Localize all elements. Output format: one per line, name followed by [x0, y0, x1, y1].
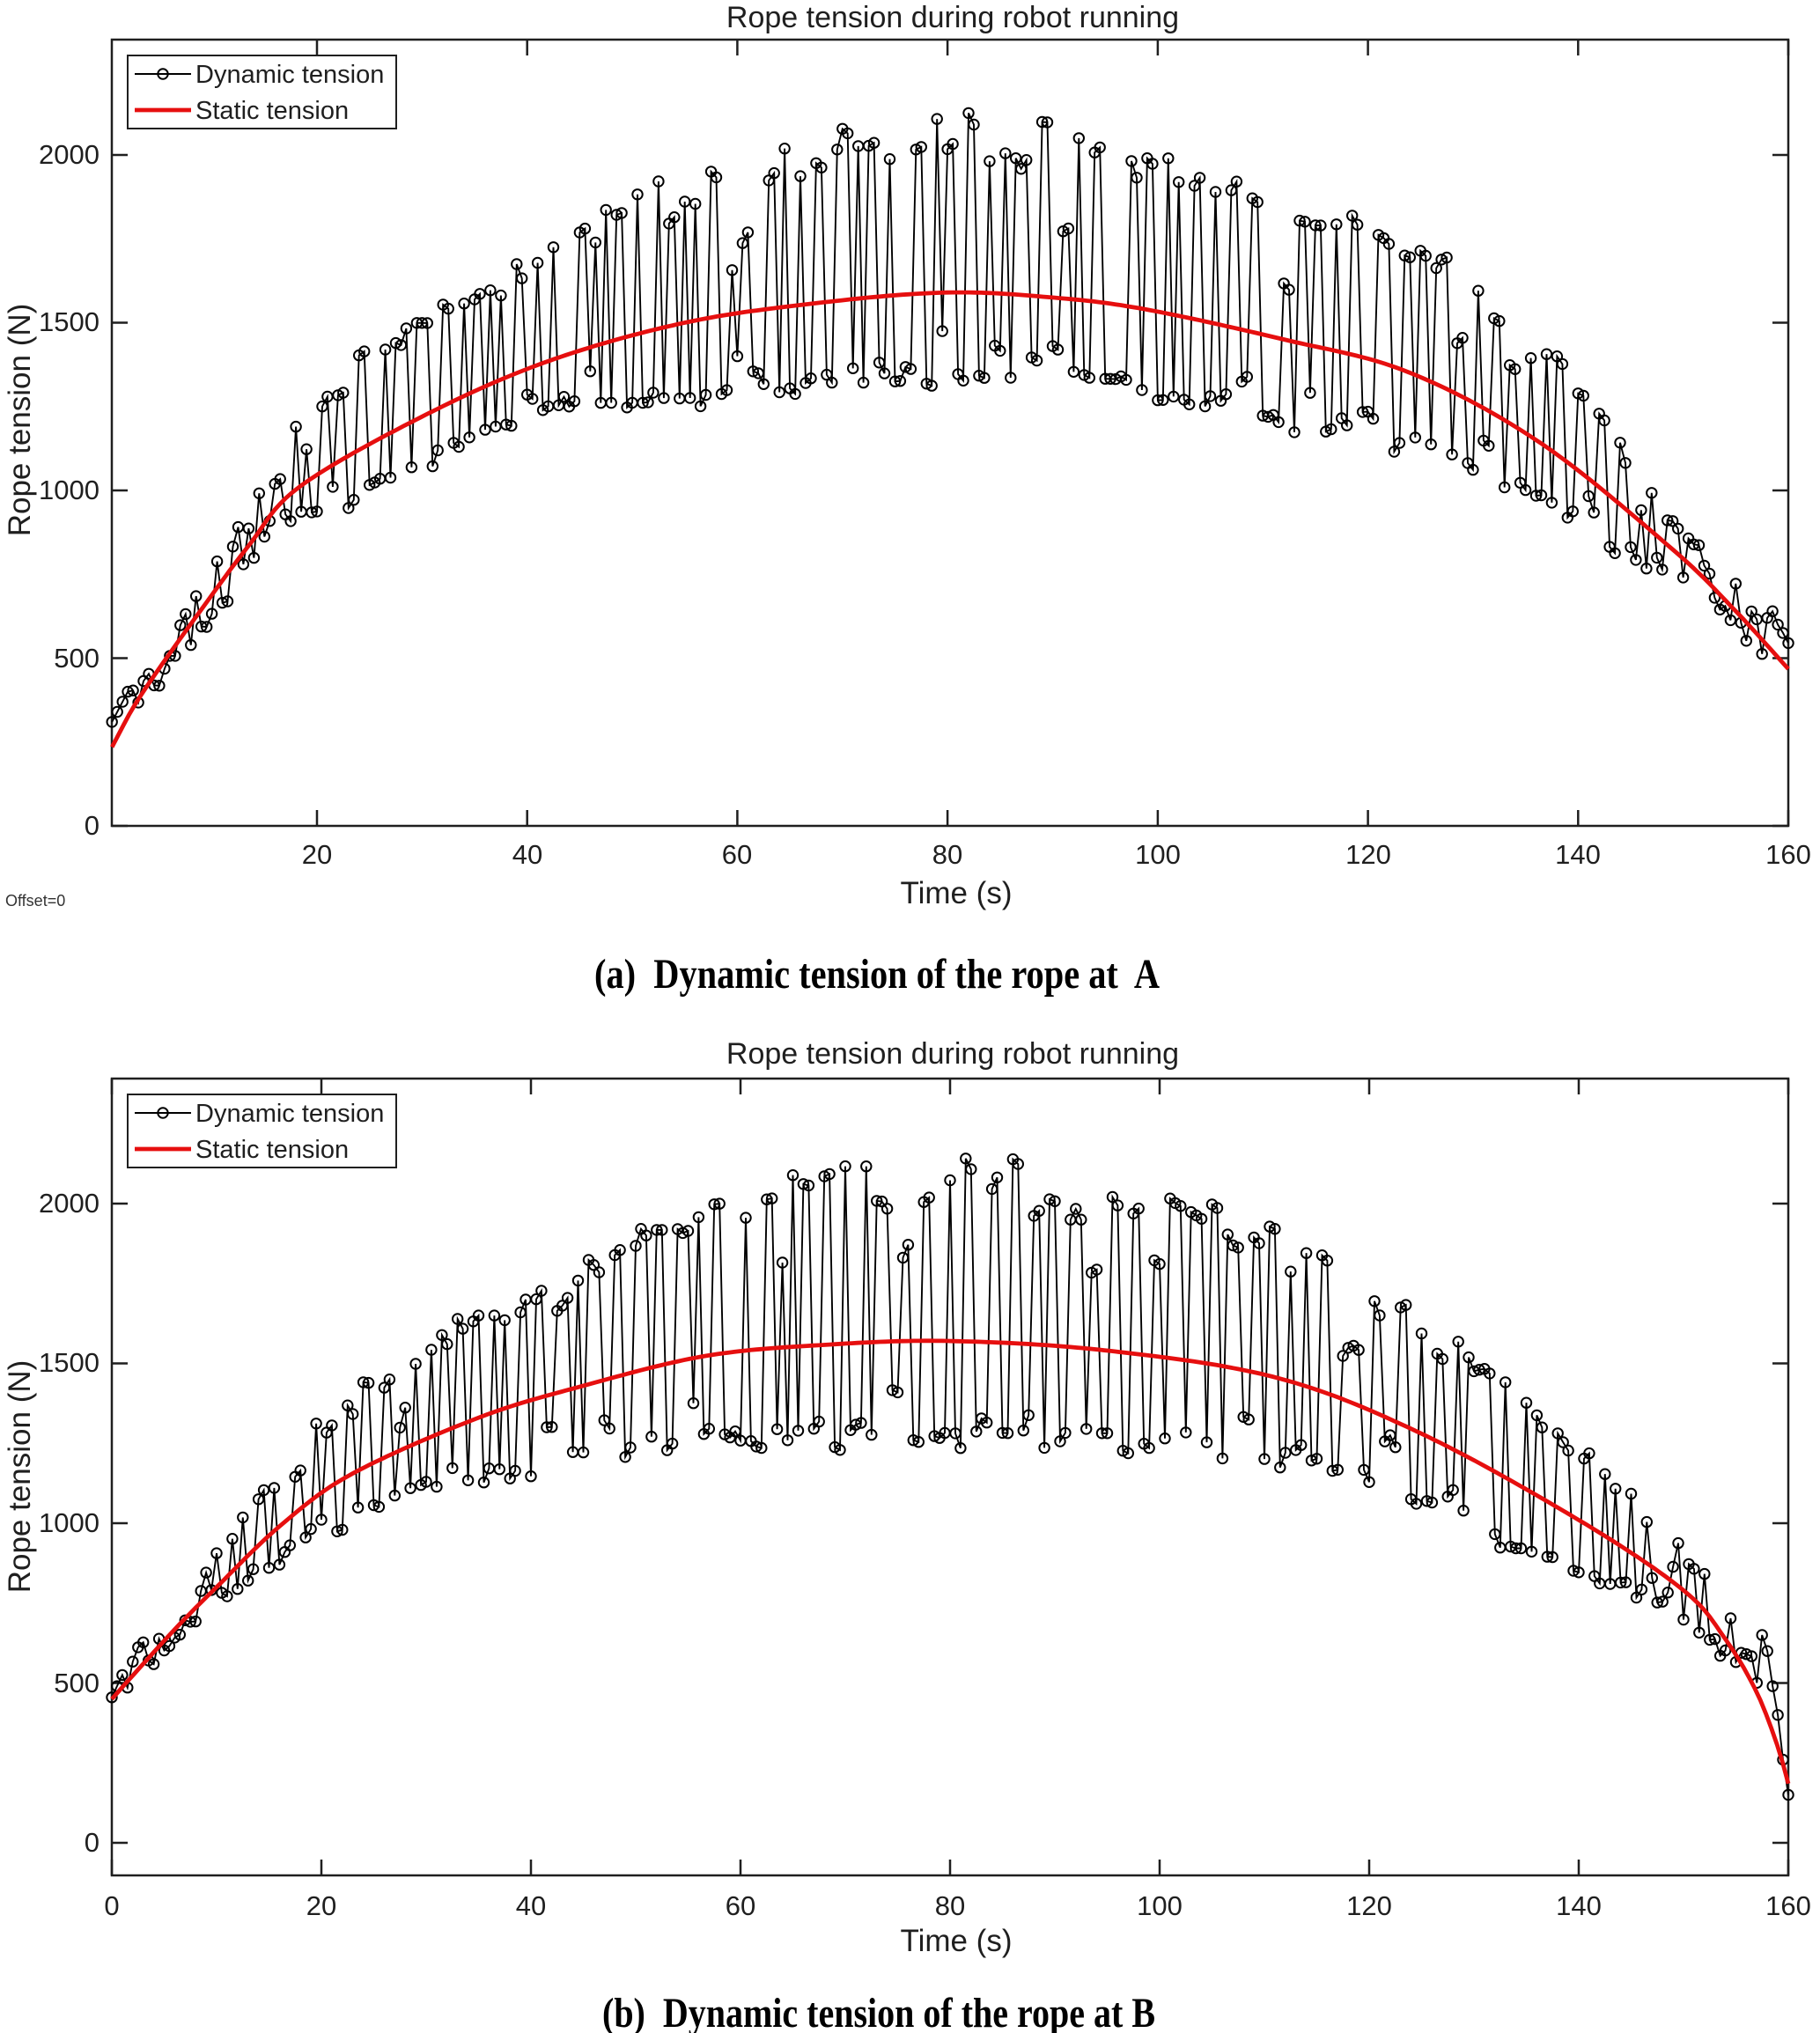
svg-text:40: 40: [512, 839, 542, 870]
svg-text:120: 120: [1345, 839, 1391, 870]
svg-text:Static tension: Static tension: [195, 1136, 349, 1164]
svg-text:1500: 1500: [39, 306, 99, 337]
svg-text:Dynamic tension: Dynamic tension: [195, 1100, 384, 1128]
svg-text:Rope tension during robot runn: Rope tension during robot running: [726, 1037, 1179, 1071]
svg-text:100: 100: [1135, 839, 1181, 870]
svg-text:500: 500: [54, 1668, 99, 1698]
svg-text:0: 0: [85, 810, 99, 841]
svg-text:Time (s): Time (s): [900, 1924, 1012, 1958]
svg-text:1000: 1000: [39, 1507, 99, 1538]
svg-text:Rope tension (N): Rope tension (N): [3, 304, 37, 537]
svg-text:20: 20: [302, 839, 332, 870]
svg-text:60: 60: [726, 1890, 755, 1921]
svg-text:140: 140: [1556, 1890, 1602, 1921]
svg-text:Static tension: Static tension: [195, 97, 349, 125]
svg-text:160: 160: [1765, 1890, 1811, 1921]
svg-text:Rope tension (N): Rope tension (N): [3, 1360, 37, 1594]
svg-text:Rope tension during robot runn: Rope tension during robot running: [726, 1, 1179, 34]
svg-text:0: 0: [85, 1827, 99, 1858]
svg-text:160: 160: [1765, 839, 1811, 870]
svg-text:(a) Dynamic tension of the ro: (a) Dynamic tension of the rope at A: [594, 951, 1160, 998]
svg-text:(b) Dynamic tension of the ro: (b) Dynamic tension of the rope at B: [602, 1990, 1155, 2033]
svg-text:140: 140: [1555, 839, 1601, 870]
svg-text:Dynamic tension: Dynamic tension: [195, 61, 384, 89]
svg-text:Offset=0: Offset=0: [5, 892, 65, 910]
svg-text:Time (s): Time (s): [900, 876, 1012, 910]
svg-text:80: 80: [932, 839, 962, 870]
svg-text:120: 120: [1346, 1890, 1392, 1921]
svg-text:2000: 2000: [39, 139, 99, 170]
svg-text:0: 0: [104, 1890, 119, 1921]
svg-text:500: 500: [54, 643, 99, 674]
svg-text:80: 80: [935, 1890, 965, 1921]
svg-text:2000: 2000: [39, 1188, 99, 1219]
svg-text:20: 20: [306, 1890, 336, 1921]
svg-text:100: 100: [1137, 1890, 1183, 1921]
svg-text:1500: 1500: [39, 1347, 99, 1378]
svg-text:40: 40: [516, 1890, 546, 1921]
svg-text:60: 60: [722, 839, 752, 870]
svg-text:1000: 1000: [39, 475, 99, 505]
